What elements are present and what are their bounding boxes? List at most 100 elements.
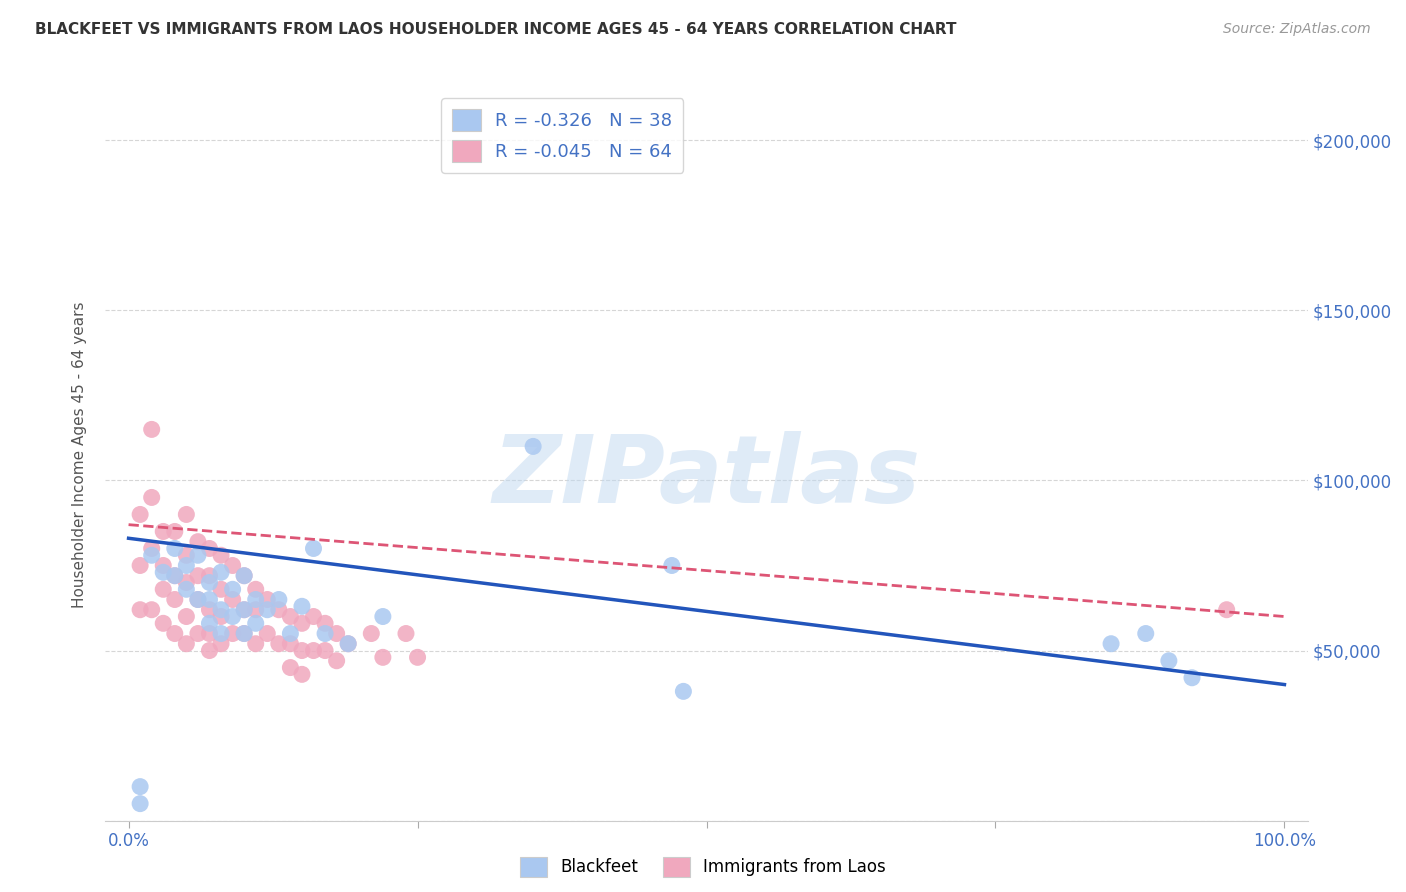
Point: [152, 558, 174, 573]
Point: [129, 603, 152, 617]
Point: [163, 568, 186, 582]
Point: [267, 592, 290, 607]
Point: [337, 637, 360, 651]
Text: Source: ZipAtlas.com: Source: ZipAtlas.com: [1223, 22, 1371, 37]
Point: [163, 541, 186, 556]
Point: [187, 534, 209, 549]
Point: [129, 780, 152, 794]
Point: [1099, 637, 1122, 651]
Point: [198, 626, 221, 640]
Point: [360, 626, 382, 640]
Point: [280, 660, 302, 674]
Point: [187, 592, 209, 607]
Point: [291, 643, 314, 657]
Point: [325, 626, 347, 640]
Point: [233, 603, 256, 617]
Point: [221, 609, 243, 624]
Point: [256, 626, 278, 640]
Point: [198, 541, 221, 556]
Point: [187, 549, 209, 563]
Point: [256, 603, 278, 617]
Point: [325, 654, 347, 668]
Point: [198, 603, 221, 617]
Point: [245, 637, 267, 651]
Point: [141, 603, 163, 617]
Point: [245, 603, 267, 617]
Point: [337, 637, 360, 651]
Point: [233, 626, 256, 640]
Point: [280, 626, 302, 640]
Point: [129, 508, 152, 522]
Point: [209, 566, 232, 580]
Point: [152, 566, 174, 580]
Point: [522, 439, 544, 453]
Point: [176, 508, 198, 522]
Point: [291, 616, 314, 631]
Point: [141, 491, 163, 505]
Point: [233, 626, 256, 640]
Point: [1215, 603, 1237, 617]
Point: [1135, 626, 1157, 640]
Point: [209, 549, 232, 563]
Text: BLACKFEET VS IMMIGRANTS FROM LAOS HOUSEHOLDER INCOME AGES 45 - 64 YEARS CORRELAT: BLACKFEET VS IMMIGRANTS FROM LAOS HOUSEH…: [35, 22, 956, 37]
Point: [1157, 654, 1180, 668]
Point: [209, 582, 232, 597]
Point: [187, 568, 209, 582]
Point: [1181, 671, 1204, 685]
Point: [163, 592, 186, 607]
Point: [267, 603, 290, 617]
Point: [245, 582, 267, 597]
Point: [141, 422, 163, 436]
Point: [198, 592, 221, 607]
Point: [152, 616, 174, 631]
Point: [233, 568, 256, 582]
Point: [371, 650, 394, 665]
Point: [152, 524, 174, 539]
Point: [176, 637, 198, 651]
Legend: Blackfeet, Immigrants from Laos: Blackfeet, Immigrants from Laos: [513, 850, 893, 884]
Point: [209, 609, 232, 624]
Point: [245, 616, 267, 631]
Point: [280, 637, 302, 651]
Point: [291, 667, 314, 681]
Point: [314, 626, 336, 640]
Point: [176, 582, 198, 597]
Point: [187, 592, 209, 607]
Point: [176, 609, 198, 624]
Point: [141, 541, 163, 556]
Point: [198, 616, 221, 631]
Point: [302, 541, 325, 556]
Point: [233, 603, 256, 617]
Point: [221, 626, 243, 640]
Point: [176, 575, 198, 590]
Point: [163, 568, 186, 582]
Point: [280, 609, 302, 624]
Point: [672, 684, 695, 698]
Point: [291, 599, 314, 614]
Point: [209, 603, 232, 617]
Point: [187, 626, 209, 640]
Point: [129, 797, 152, 811]
Point: [209, 637, 232, 651]
Point: [129, 558, 152, 573]
Point: [163, 626, 186, 640]
Point: [371, 609, 394, 624]
Point: [302, 643, 325, 657]
Point: [198, 643, 221, 657]
Point: [163, 524, 186, 539]
Point: [152, 582, 174, 597]
Point: [267, 637, 290, 651]
Point: [314, 616, 336, 631]
Legend: R = -0.326   N = 38, R = -0.045   N = 64: R = -0.326 N = 38, R = -0.045 N = 64: [441, 98, 683, 173]
Point: [221, 592, 243, 607]
Point: [221, 582, 243, 597]
Point: [661, 558, 683, 573]
Point: [209, 626, 232, 640]
Y-axis label: Householder Income Ages 45 - 64 years: Householder Income Ages 45 - 64 years: [72, 301, 87, 608]
Point: [198, 568, 221, 582]
Point: [245, 592, 267, 607]
Point: [198, 575, 221, 590]
Point: [406, 650, 429, 665]
Point: [176, 549, 198, 563]
Point: [302, 609, 325, 624]
